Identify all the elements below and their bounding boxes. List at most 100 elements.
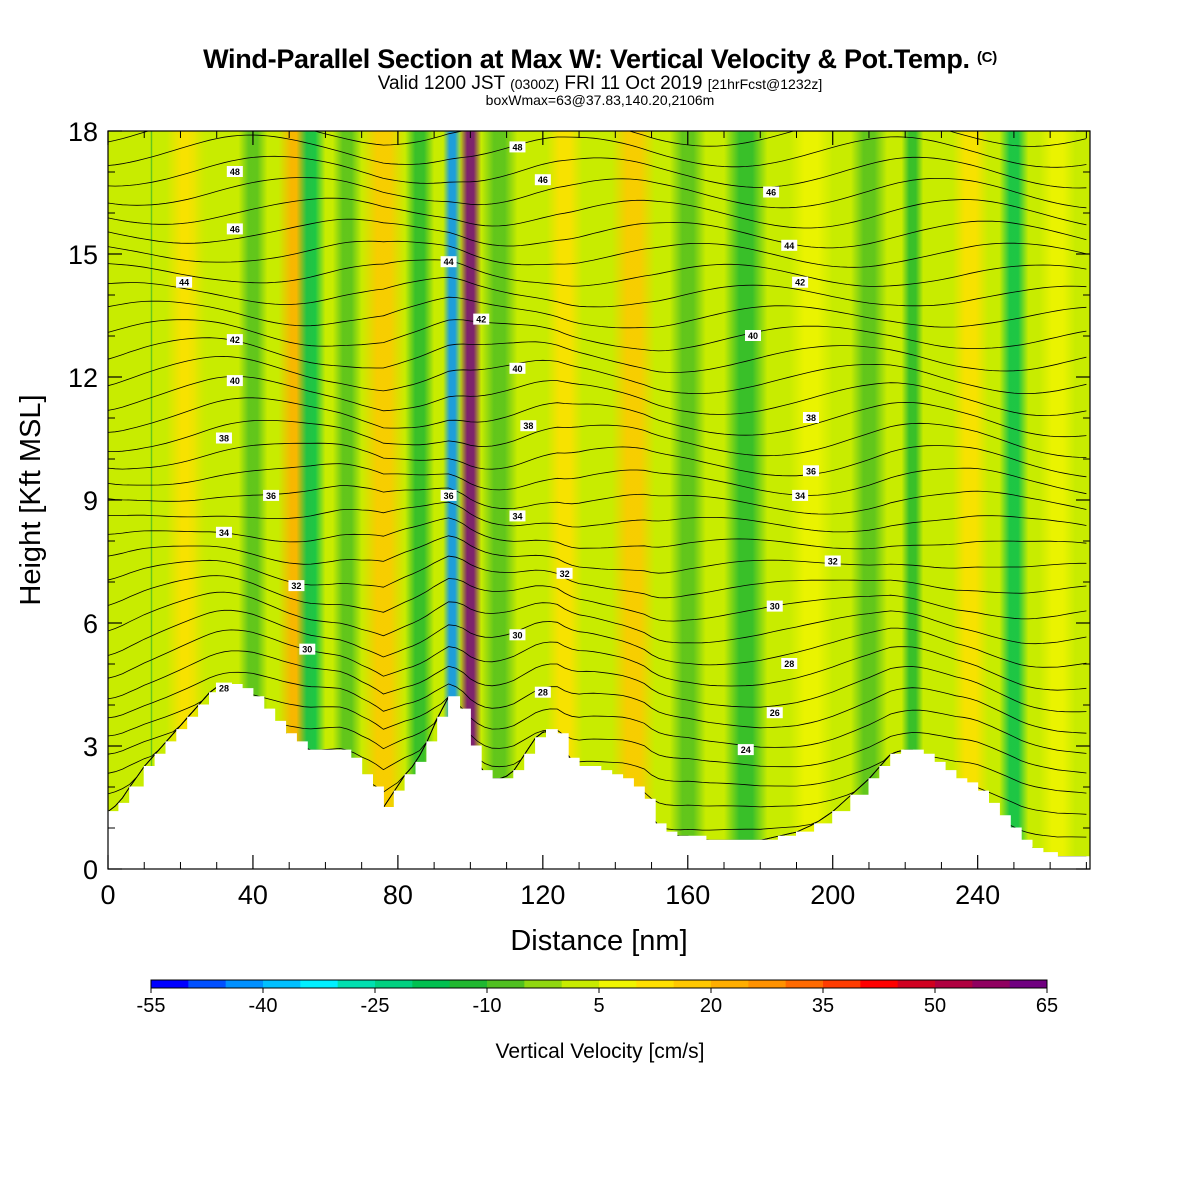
contour-label: 38 [219,434,229,444]
contour-label-bg [534,686,551,698]
theta-contour [108,629,1087,691]
theta-contour [108,337,1087,374]
colorbar-swatch [524,980,563,988]
theta-contour [108,177,1087,209]
colorbar-swatch [972,980,1011,988]
contour-label: 30 [512,630,522,640]
contour-label: 44 [179,278,189,288]
contour-label-bg [288,580,305,592]
contour-label: 34 [795,491,805,501]
contour-label-bg [802,465,819,477]
chart-title-text: Wind-Parallel Section at Max W: Vertical… [203,44,970,74]
colorbar-label: 65 [1036,995,1058,1017]
contour-label-bg [781,239,798,251]
theta-contour [108,355,1087,394]
contour-label: 46 [766,188,776,198]
contour-label-bg [509,510,526,522]
x-tick-label: 120 [520,880,565,910]
theta-contour [108,591,1087,645]
contour-label-bg [226,223,243,235]
colorbar-label: 20 [700,995,722,1017]
contour-label: 48 [512,142,522,152]
y-axis-title: Height [Kft MSL] [15,394,47,605]
colorbar-swatch [337,980,376,988]
contour-label-bg [792,489,809,501]
contour-label-bg [766,707,783,719]
contour-label-bg [802,412,819,423]
colorbar-swatch [449,980,488,988]
x-tick-label: 240 [955,880,1000,910]
x-tick-label: 40 [238,880,268,910]
contour-labels: 28 30 32 34 36 38 40 42 44 46 48 36 44 42 48 46 40 38 34 32… [176,141,841,756]
x-tick-label: 80 [383,880,413,910]
theta-contour [108,259,1087,287]
colorbar-label: 50 [924,995,946,1017]
contour-label-bg [215,432,232,444]
contour-label: 42 [476,315,486,325]
contour-label: 48 [230,167,240,177]
contour-label: 44 [784,241,794,251]
theta-contour [108,276,1087,308]
theta-contour [108,296,1087,329]
theta-contour [108,134,1087,168]
copyright-mark: (C) [976,49,997,66]
contour-label: 40 [512,364,522,374]
colorbar-label: 35 [812,995,834,1017]
x-tick-label: 0 [100,880,115,910]
contour-label: 24 [741,745,751,755]
contour-label-bg [299,643,316,655]
contour-label-bg [440,489,457,501]
colorbar-swatch [375,980,413,988]
velocity-column [669,131,706,869]
contour-label: 46 [230,224,240,234]
contour-label-bg [509,629,526,641]
theta-contour [108,397,1087,438]
contour-label-bg [176,276,193,288]
colorbar-swatch [188,980,227,988]
velocity-column [481,131,518,869]
contour-label: 38 [806,413,816,423]
y-tick-label: 18 [68,117,98,147]
x-axis-title: Distance [nm] [510,925,687,957]
theta-contour [108,155,1087,189]
contour-label: 38 [523,421,533,431]
contour-label-bg [226,334,243,346]
colorbar-swatch [860,980,899,988]
contour-label: 30 [770,602,780,612]
chart-title: Wind-Parallel Section at Max W: Vertical… [0,44,1200,75]
contour-label-bg [509,141,526,153]
colorbar-swatch [897,980,936,988]
velocity-column [332,131,362,869]
theta-contour [108,376,1087,416]
colorbar-swatch [599,980,637,988]
colorbar-label: -55 [137,995,166,1017]
velocity-column [611,131,656,869]
colorbar-label: -10 [473,995,502,1017]
valid-time: Valid 1200 JST [377,73,505,94]
contour-label-bg [263,489,280,501]
y-tick-label: 9 [83,486,98,516]
y-tick-label: 0 [83,855,98,885]
valid-utc: (0300Z) [510,76,560,92]
contour-label-bg [473,313,490,325]
velocity-column [999,131,1029,869]
colorbar-swatch [711,980,749,988]
contour-label-bg [792,276,809,288]
plot-area: 28 30 32 34 36 38 40 42 44 46 48 36 44 42 48 46 40 38 34 32… [108,131,1090,869]
velocity-column [150,131,153,869]
theta-contour [108,319,1087,352]
colorbar-label: -40 [249,995,278,1017]
theta-contour [108,517,1087,550]
theta-contour [108,684,1087,754]
contour-label-bg [215,526,232,538]
contour-label: 28 [538,688,548,698]
colorbar-swatch [151,980,189,988]
contour-label: 36 [444,491,454,501]
forecast-info: [21hrFcst@1232z] [707,76,823,92]
valid-date: FRI 11 Oct 2019 [564,73,703,94]
y-tick-label: 6 [83,609,98,639]
contour-label-bg [763,186,780,198]
velocity-column [361,131,406,869]
